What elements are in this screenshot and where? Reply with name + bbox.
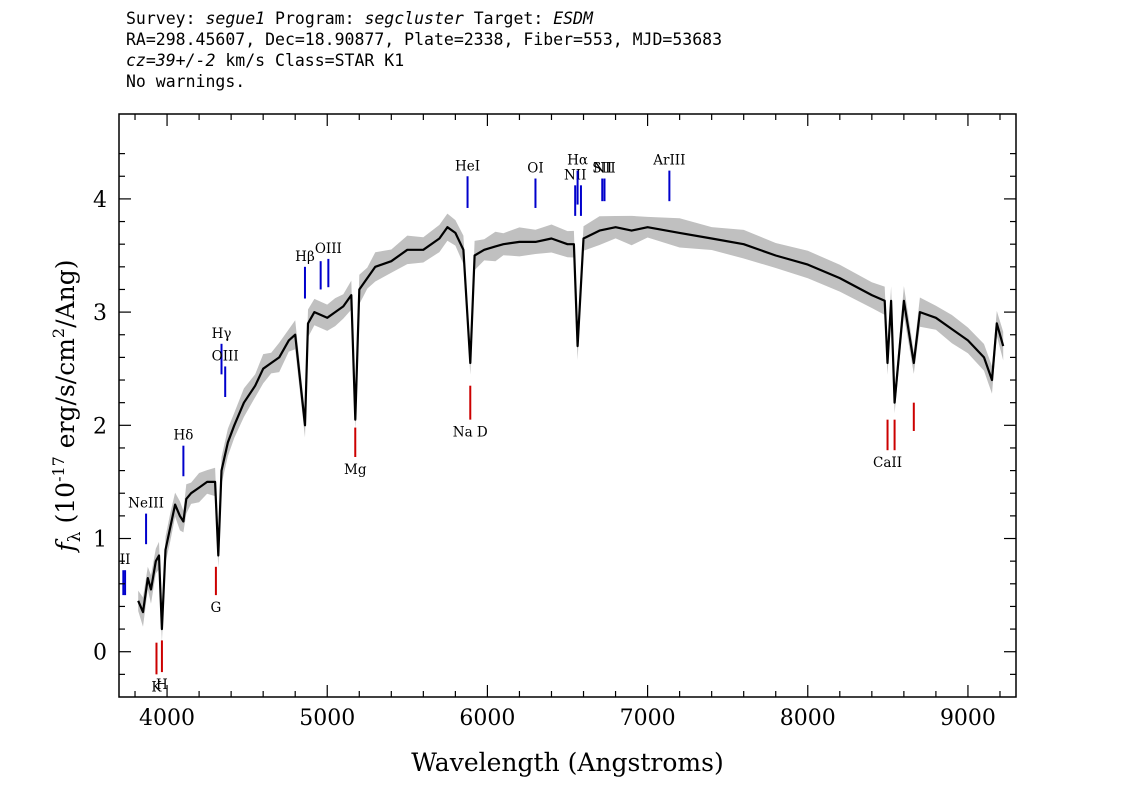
x-tick-label: 5000 — [299, 706, 355, 731]
absorption-line-label: H — [156, 677, 168, 693]
error-band-layer — [138, 213, 1004, 643]
emission-line-label: Hδ — [173, 428, 193, 444]
target-value: ESDM — [553, 9, 593, 28]
y-tick-label: 2 — [93, 414, 107, 439]
program-label: Program: — [265, 9, 365, 28]
y-tick-label: 4 — [93, 188, 107, 213]
emission-line-label: II — [120, 552, 131, 568]
survey-label: Survey: — [126, 9, 206, 28]
x-tick-label: 8000 — [780, 706, 836, 731]
emission-line-label: SII — [592, 161, 612, 177]
emission-line-label: NII — [564, 167, 586, 183]
x-axis-title: Wavelength (Angstroms) — [411, 748, 723, 777]
absorption-line-label: K — [151, 679, 162, 695]
y-tick-label: 0 — [93, 641, 107, 666]
x-tick-label: 6000 — [459, 706, 515, 731]
header-line-survey: Survey: segue1 Program: segcluster Targe… — [126, 8, 722, 29]
emission-line-label: Hγ — [212, 326, 232, 342]
header-line-redshift: cz=39+/-2 km/s Class=STAR K1 — [126, 50, 722, 71]
y-tick-label: 3 — [93, 301, 107, 326]
axes-layer: 4000 5000 6000 7000 8000 9000 0 1 2 3 4 — [93, 114, 1016, 731]
emission-line-label: Hα — [567, 153, 588, 169]
program-value: segcluster — [364, 9, 464, 28]
absorption-line-label: CaII — [873, 455, 902, 471]
header-line-coordinates: RA=298.45607, Dec=18.90877, Plate=2338, … — [126, 30, 723, 49]
plot-frame — [118, 113, 1017, 698]
emission-line-label: HeI — [455, 158, 480, 174]
spectrum-layer — [137, 226, 1005, 631]
absorption-line-label: G — [211, 600, 222, 616]
emission-line-label: NeIII — [128, 496, 164, 512]
cz-value: cz=39+/-2 — [126, 51, 216, 70]
emission-line-label: OIII — [212, 348, 239, 364]
emission-line-label: Hβ — [295, 249, 315, 265]
header-line-warnings: No warnings. — [126, 72, 246, 91]
emission-line-label: ArIII — [652, 153, 685, 169]
x-tick-label: 7000 — [620, 706, 676, 731]
spectrum-header: Survey: segue1 Program: segcluster Targe… — [126, 8, 722, 92]
x-tick-label: 9000 — [940, 706, 996, 731]
absorption-line-label: Na D — [453, 425, 488, 441]
emission-line-label: NII — [593, 161, 615, 177]
class-value: km/s Class=STAR K1 — [215, 51, 405, 70]
target-label: Target: — [463, 9, 554, 28]
survey-value: segue1 — [205, 9, 266, 28]
y-axis-title: fλ (10-17 erg/s/cm2/Ang) — [49, 260, 85, 554]
x-tick-label: 4000 — [139, 706, 195, 731]
emission-line-label: OI — [527, 161, 543, 177]
spectrum-error-band — [138, 213, 1004, 643]
y-tick-label: 1 — [93, 528, 107, 553]
spectrum-line — [137, 226, 1005, 631]
absorption-line-label: Mg — [344, 462, 367, 478]
emission-line-label: OIII — [315, 241, 342, 257]
